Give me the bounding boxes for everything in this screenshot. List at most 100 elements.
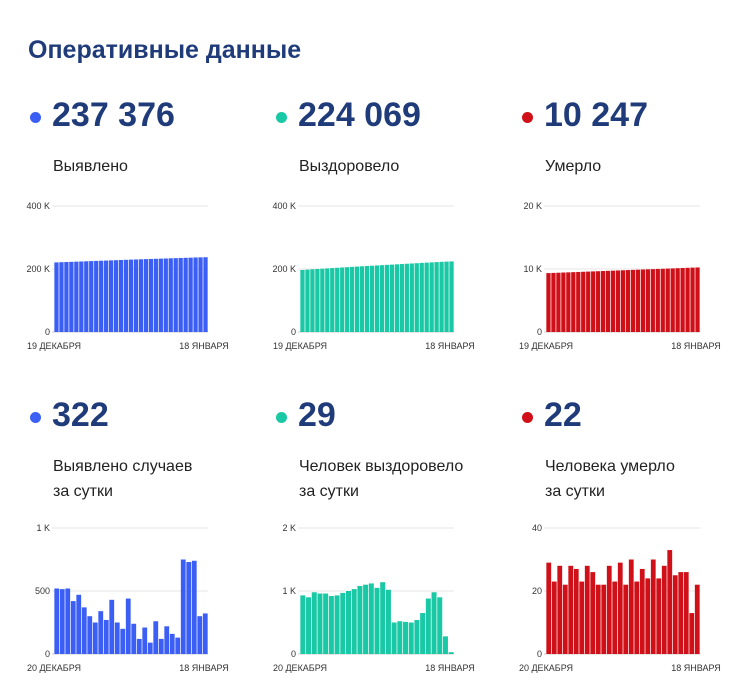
deaths-total-chart: 0 10 K 20 K 19 ДЕКАБРЯ 18 ЯНВАРЯ xyxy=(519,201,721,351)
bar xyxy=(660,268,665,332)
x-end-label: 18 ЯНВАРЯ xyxy=(671,341,721,351)
bar xyxy=(635,269,641,332)
y-tick-label: 2 K xyxy=(282,523,296,533)
bar xyxy=(391,622,397,654)
bullet-dot xyxy=(276,112,287,123)
bar xyxy=(173,258,178,332)
deaths-total-label: Умерло xyxy=(545,158,602,175)
bar xyxy=(425,598,431,654)
confirmed-total-chart: 0 200 K 400 K 19 ДЕКАБРЯ 18 ЯНВАРЯ xyxy=(26,201,228,351)
x-start-label: 19 ДЕКАБРЯ xyxy=(273,341,327,351)
bar xyxy=(595,584,601,654)
bar xyxy=(448,652,454,654)
bar xyxy=(74,261,79,332)
bar xyxy=(424,262,429,332)
bar xyxy=(610,270,616,332)
bar xyxy=(601,271,606,332)
bar xyxy=(315,269,320,332)
recovered-daily-label: Человек выздоровело за сутки xyxy=(299,458,464,500)
bar xyxy=(442,636,448,654)
bar xyxy=(306,597,312,654)
bar xyxy=(103,619,109,654)
bar xyxy=(404,263,409,332)
bar xyxy=(556,272,561,332)
bar xyxy=(369,265,375,332)
bar xyxy=(188,257,193,332)
recovered-total-label: Выздоровело xyxy=(299,158,400,175)
bar xyxy=(153,258,158,332)
bar xyxy=(164,626,170,654)
bullet-dot xyxy=(522,112,533,123)
bar xyxy=(661,565,667,654)
bar xyxy=(665,268,670,332)
bullet-dot xyxy=(522,412,533,423)
bar xyxy=(351,589,357,654)
bar xyxy=(374,587,380,654)
bar xyxy=(300,595,306,654)
bullet-dot xyxy=(30,112,41,123)
bar xyxy=(689,613,695,654)
bar xyxy=(186,562,192,654)
bar xyxy=(670,268,675,332)
y-tick-label: 10 K xyxy=(523,264,542,274)
bar xyxy=(69,261,74,332)
x-end-label: 18 ЯНВАРЯ xyxy=(179,663,229,673)
y-tick-label: 40 xyxy=(532,523,542,533)
y-tick-label: 1 K xyxy=(282,586,296,596)
bar xyxy=(586,271,591,332)
bar xyxy=(183,257,188,332)
bar xyxy=(678,572,684,654)
bar xyxy=(444,261,449,332)
y-tick-label: 20 xyxy=(532,586,542,596)
bar xyxy=(584,565,590,654)
y-tick-label: 200 K xyxy=(272,264,296,274)
bar xyxy=(168,258,173,332)
bar xyxy=(650,269,655,332)
y-tick-label: 500 xyxy=(35,586,50,596)
bar xyxy=(64,262,69,332)
bar xyxy=(320,268,325,332)
bar xyxy=(59,262,64,332)
bar xyxy=(120,628,126,654)
bar xyxy=(380,582,386,654)
bar xyxy=(571,272,576,332)
bar xyxy=(606,565,612,654)
recovered-total-chart: 0 200 K 400 K 19 ДЕКАБРЯ 18 ЯНВАРЯ xyxy=(272,201,474,351)
bar xyxy=(617,562,623,654)
bar xyxy=(158,638,164,654)
bar xyxy=(128,259,134,332)
page-title: Оперативные данные xyxy=(28,36,302,64)
bar xyxy=(113,260,119,332)
bar xyxy=(566,272,571,332)
bar xyxy=(368,583,374,654)
bar xyxy=(449,261,454,332)
bar xyxy=(690,267,695,332)
bar xyxy=(114,622,120,654)
deaths-total-value: 10 247 xyxy=(544,96,648,134)
bar xyxy=(590,572,596,654)
bar xyxy=(694,584,700,654)
bar xyxy=(639,568,645,654)
bar xyxy=(389,264,395,332)
bar xyxy=(645,269,650,332)
bar xyxy=(94,260,99,332)
bar xyxy=(596,271,601,332)
bar xyxy=(87,616,93,654)
bar xyxy=(76,594,82,654)
bar xyxy=(640,269,646,332)
deaths-daily-label: Человека умерло за сутки xyxy=(545,458,675,500)
bar xyxy=(615,270,621,332)
bar xyxy=(70,601,76,654)
bar xyxy=(562,584,568,654)
bar xyxy=(623,584,629,654)
bar xyxy=(579,581,585,654)
bar xyxy=(650,559,656,654)
bar xyxy=(409,263,414,332)
y-tick-label: 0 xyxy=(537,649,542,659)
bar xyxy=(311,592,317,654)
bar xyxy=(92,622,98,654)
bar xyxy=(202,613,208,654)
bar xyxy=(98,611,104,654)
bar xyxy=(576,271,581,332)
y-tick-label: 0 xyxy=(291,327,296,337)
